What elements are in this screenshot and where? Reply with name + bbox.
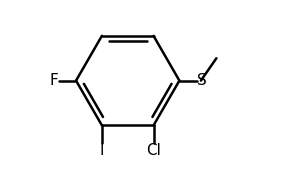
Text: Cl: Cl xyxy=(146,144,161,158)
Text: S: S xyxy=(198,73,207,88)
Text: F: F xyxy=(49,73,58,88)
Text: I: I xyxy=(100,144,104,158)
